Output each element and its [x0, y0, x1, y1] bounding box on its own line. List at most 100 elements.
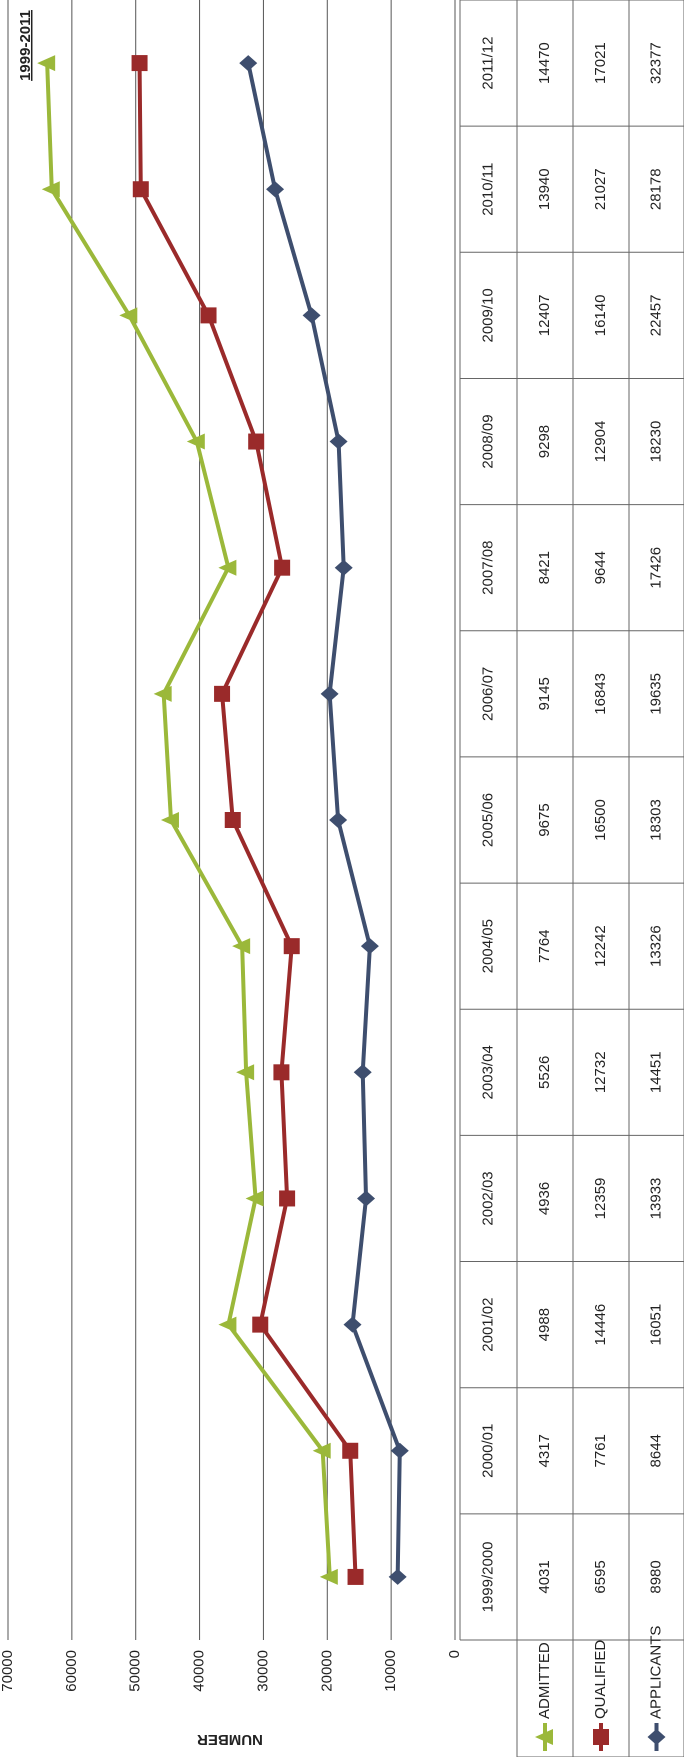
category-label: 1999/2000 [479, 1541, 496, 1612]
table-value: 7764 [536, 929, 553, 962]
y-tick-label: 50000 [127, 1650, 144, 1692]
table-value: 16843 [592, 673, 609, 715]
y-axis-label: NUMBER [197, 1731, 263, 1748]
category-label: 2010/11 [479, 163, 496, 216]
marker [329, 812, 348, 828]
marker [236, 1064, 255, 1081]
category-label: 2004/05 [479, 919, 496, 973]
series-line [246, 62, 402, 1577]
series-line [45, 63, 332, 1578]
table-value: 8644 [647, 1434, 664, 1467]
marker [390, 1442, 409, 1459]
category-label: 2001/02 [479, 1297, 496, 1351]
marker [320, 685, 339, 702]
marker [647, 1729, 666, 1745]
marker [279, 1190, 296, 1207]
marker [360, 938, 379, 955]
table-value: 4031 [536, 1560, 553, 1593]
marker [273, 1064, 290, 1081]
y-tick-label: 0 [446, 1650, 463, 1658]
marker [266, 181, 285, 198]
marker [342, 1442, 359, 1459]
table-value: 9298 [536, 425, 553, 458]
table-value: 32377 [647, 42, 664, 84]
marker [245, 1190, 264, 1207]
table-value: 7761 [592, 1434, 609, 1467]
table-value: 8980 [647, 1560, 664, 1593]
table-value: 4936 [536, 1182, 553, 1215]
marker [347, 1568, 364, 1585]
table-value: 12732 [592, 1051, 609, 1093]
table-value: 5526 [536, 1056, 553, 1089]
table-value: 28178 [647, 168, 664, 210]
table-value: 19635 [647, 673, 664, 715]
table-value: 12359 [592, 1178, 609, 1220]
y-tick-label: 10000 [382, 1650, 399, 1692]
category-label: 2011/12 [479, 37, 496, 90]
category-label: 2003/04 [479, 1045, 496, 1099]
marker [232, 938, 251, 955]
table-value: 12904 [592, 421, 609, 463]
marker [131, 55, 148, 72]
marker [302, 307, 321, 324]
y-tick-label: 70000 [0, 1650, 16, 1692]
category-label: 2007/08 [479, 541, 496, 595]
table-value: 18230 [647, 421, 664, 463]
marker [343, 1316, 362, 1333]
marker [319, 1568, 338, 1585]
marker [283, 938, 300, 955]
table-value: 8421 [536, 551, 553, 584]
category-label: 2008/09 [479, 414, 496, 468]
table-value: 14470 [536, 42, 553, 84]
chart-title: 1999-2011 [17, 10, 34, 81]
table-value: 12242 [592, 925, 609, 967]
marker [160, 812, 179, 828]
table-value: 9145 [536, 677, 553, 710]
table-value: 4988 [536, 1308, 553, 1341]
category-label: 2000/01 [479, 1424, 496, 1478]
table-value: 13933 [647, 1178, 664, 1220]
table-value: 9675 [536, 803, 553, 836]
marker [329, 433, 348, 450]
marker [132, 181, 149, 198]
marker [153, 685, 172, 702]
marker [218, 1316, 237, 1333]
table-value: 13940 [536, 168, 553, 210]
table-value: 14446 [592, 1304, 609, 1346]
category-label: 2005/06 [479, 793, 496, 847]
table-value: 21027 [592, 168, 609, 210]
y-tick-label: 60000 [63, 1650, 80, 1692]
marker [593, 1729, 609, 1745]
table-value: 17021 [592, 42, 609, 84]
marker [41, 181, 60, 198]
marker [248, 433, 265, 450]
marker [214, 685, 231, 702]
table-value: 12407 [536, 295, 553, 337]
marker [274, 559, 291, 576]
y-tick-label: 40000 [191, 1650, 208, 1692]
y-tick-label: 30000 [254, 1650, 271, 1692]
table-value: 16051 [647, 1304, 664, 1346]
marker [312, 1442, 331, 1459]
table-value: 14451 [647, 1051, 664, 1093]
table-value: 9644 [592, 551, 609, 584]
table-value: 17426 [647, 547, 664, 589]
marker [334, 559, 353, 576]
marker [119, 307, 138, 324]
table-value: 22457 [647, 295, 664, 337]
table-value: 6595 [592, 1560, 609, 1593]
marker [200, 307, 217, 324]
table-value: 16500 [592, 799, 609, 841]
marker [535, 1729, 553, 1745]
marker [218, 559, 237, 576]
table-value: 13326 [647, 925, 664, 967]
table-value: 4317 [536, 1434, 553, 1467]
category-label: 2002/03 [479, 1171, 496, 1225]
table-value: 18303 [647, 799, 664, 841]
marker [186, 433, 205, 450]
marker [37, 55, 56, 72]
category-label: 2009/10 [479, 288, 496, 342]
